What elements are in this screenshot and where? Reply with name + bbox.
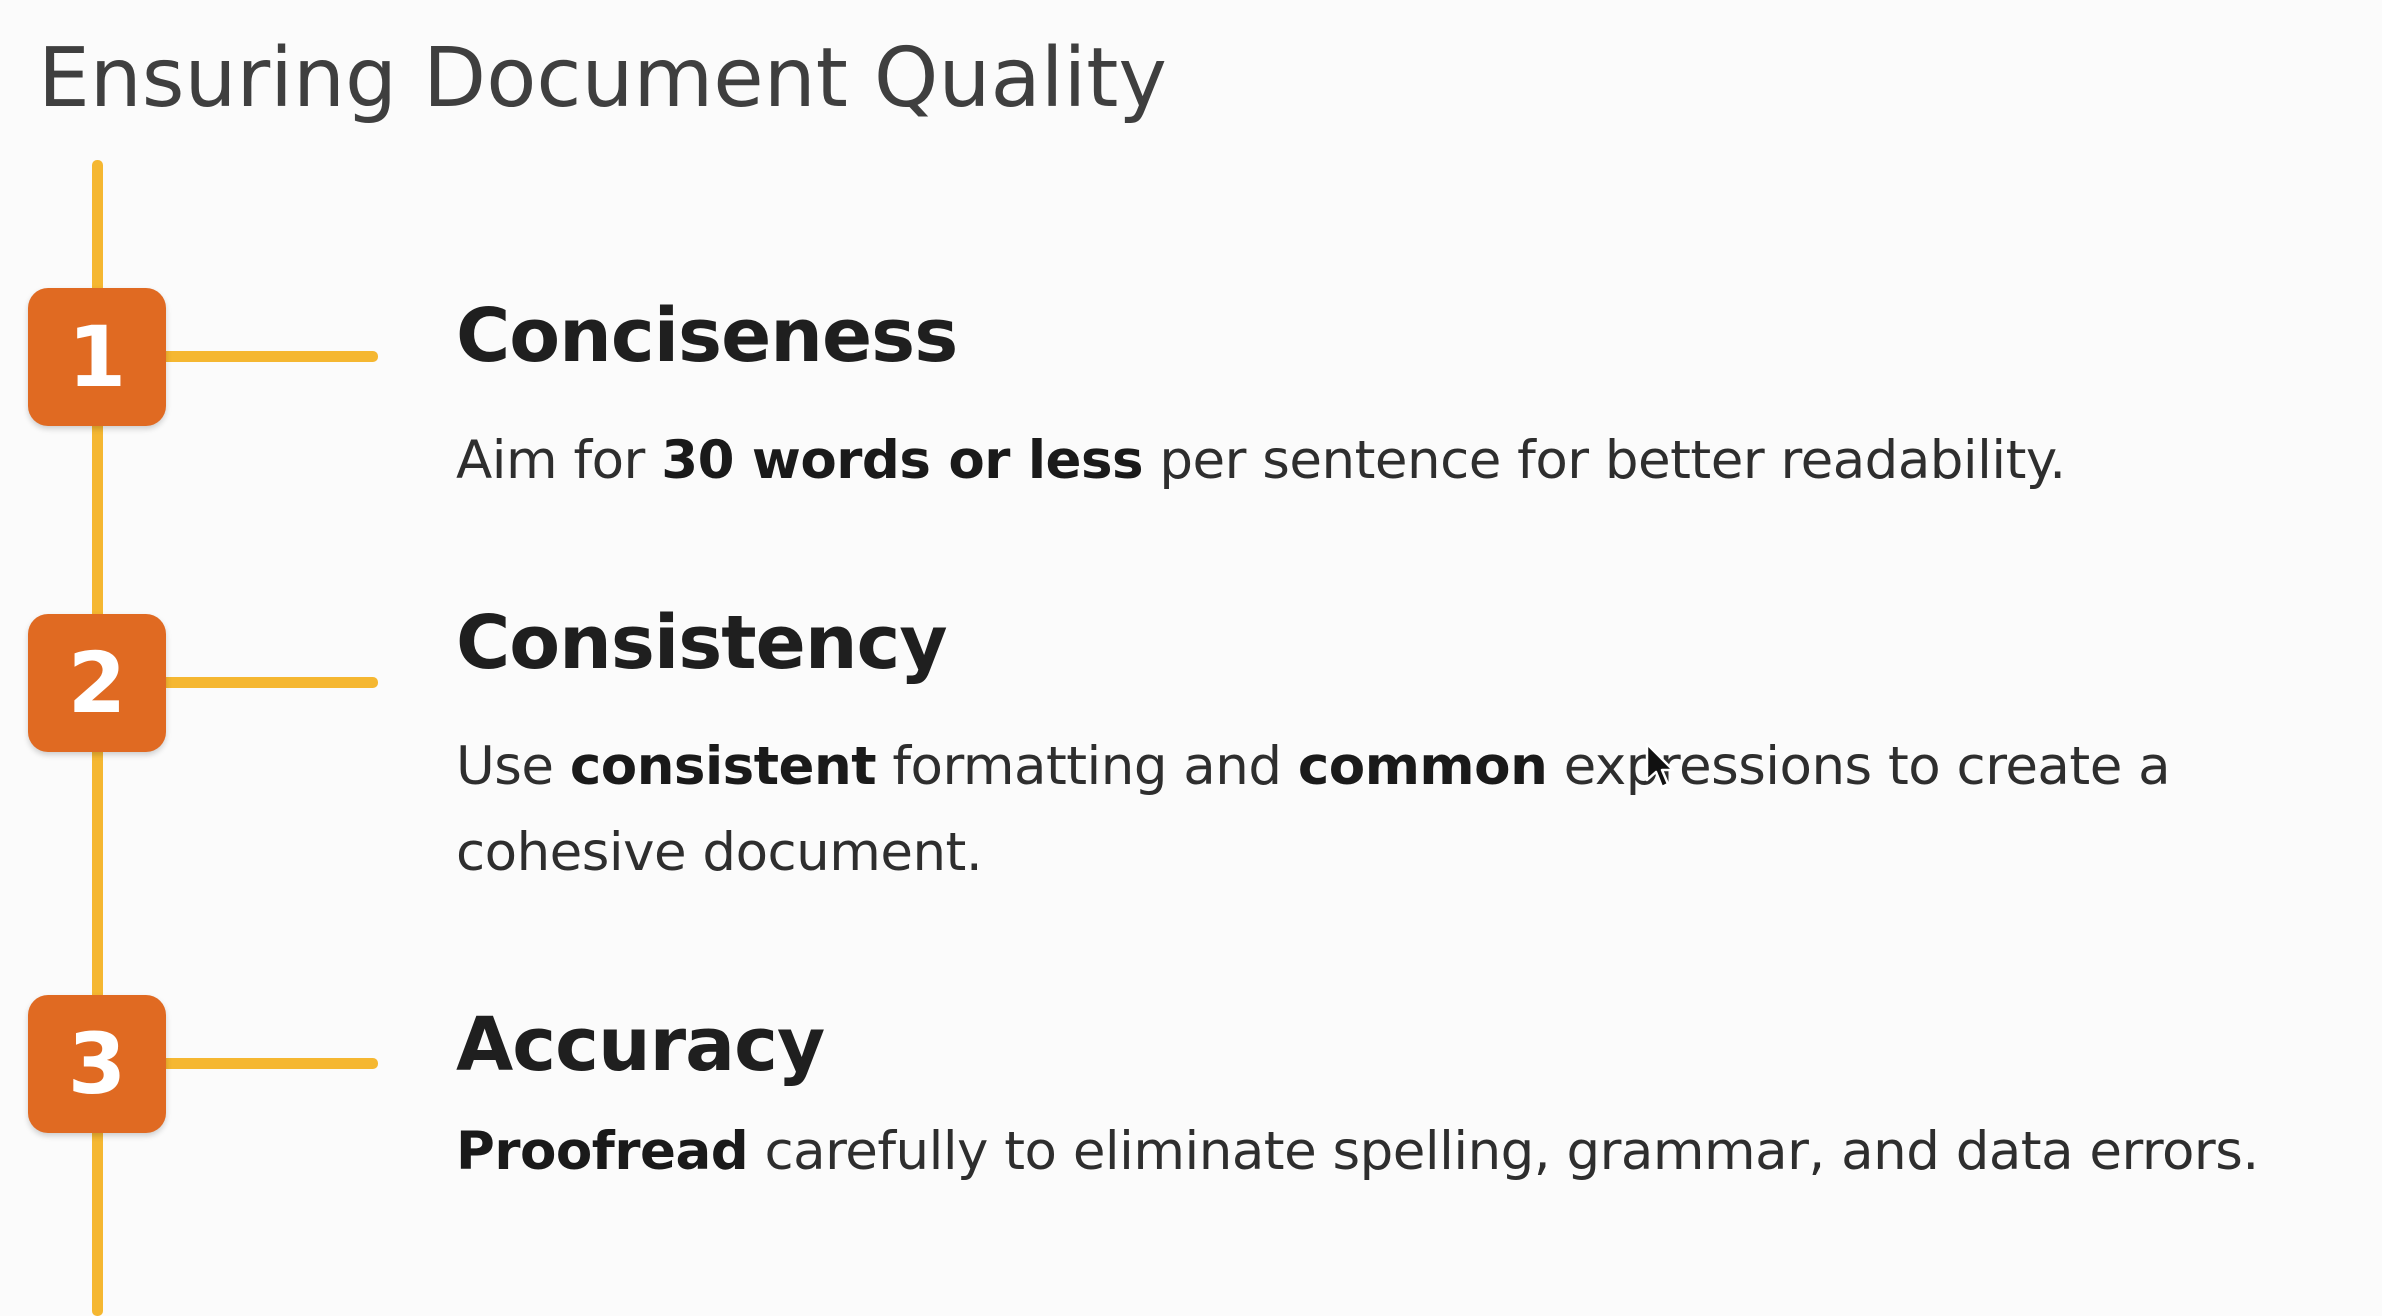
- item-heading-conciseness: Conciseness: [456, 293, 958, 379]
- step-badge-1: 1: [28, 288, 166, 426]
- step-badge-3: 3: [28, 995, 166, 1133]
- description-text: Aim for: [456, 430, 662, 491]
- description-text: carefully to eliminate spelling, grammar…: [748, 1121, 2260, 1182]
- item-description-accuracy: Proofread carefully to eliminate spellin…: [456, 1109, 2336, 1195]
- item-description-consistency: Use consistent formatting and common exp…: [456, 724, 2336, 896]
- item-heading-consistency: Consistency: [456, 600, 948, 686]
- description-text: Use: [456, 736, 570, 797]
- slide-title: Ensuring Document Quality: [38, 31, 1167, 126]
- description-text: per sentence for better readability.: [1143, 430, 2066, 491]
- timeline-connector: [160, 351, 378, 362]
- emphasized-text: consistent: [569, 736, 877, 797]
- timeline-connector: [160, 1058, 378, 1069]
- step-badge-2: 2: [28, 614, 166, 752]
- item-description-conciseness: Aim for 30 words or less per sentence fo…: [456, 418, 2336, 504]
- description-text: formatting and: [876, 736, 1298, 797]
- item-heading-accuracy: Accuracy: [456, 1002, 825, 1088]
- timeline-connector: [160, 677, 378, 688]
- emphasized-text: 30 words or less: [661, 430, 1144, 491]
- emphasized-text: Proofread: [456, 1121, 749, 1182]
- emphasized-text: common: [1297, 736, 1548, 797]
- mouse-pointer-icon: [1645, 742, 1675, 789]
